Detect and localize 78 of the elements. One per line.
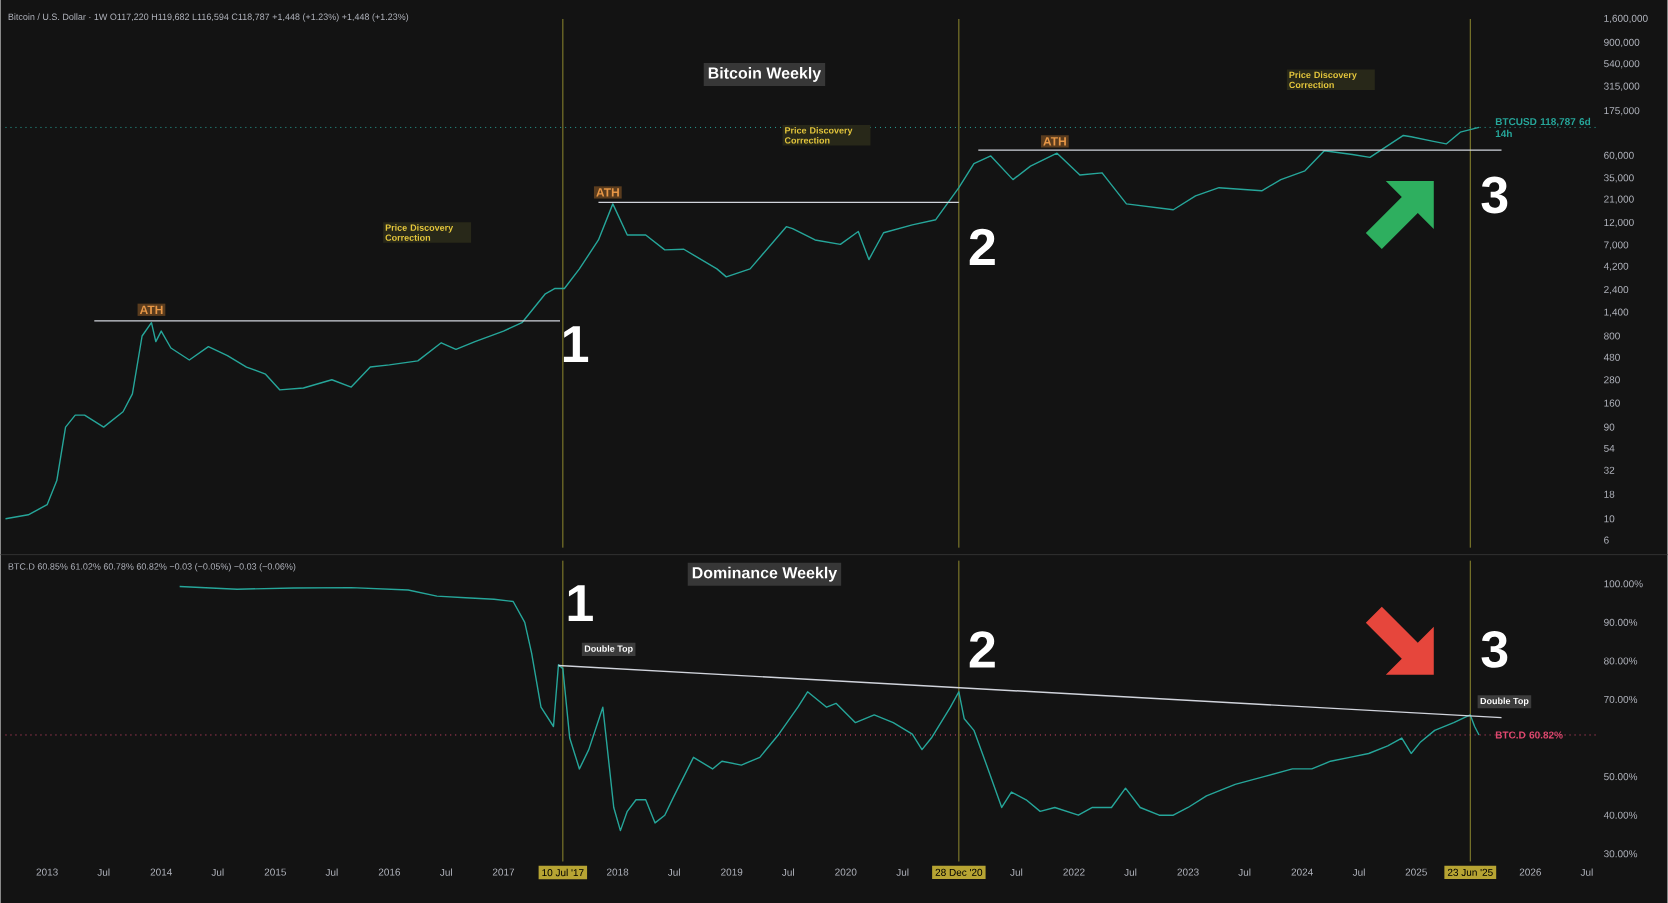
y-tick-label: 1,400 <box>1604 308 1629 317</box>
x-tick-label: Jul <box>211 868 224 876</box>
y-tick-label: 60,000 <box>1604 151 1634 160</box>
x-tick-label: Jul <box>97 868 110 876</box>
ref-line-label: BTCUSD 118,787 6d 14h <box>1495 117 1591 137</box>
chart-title: Dominance Weekly <box>692 566 838 582</box>
y-tick-label: 21,000 <box>1604 195 1634 204</box>
annotation: 1 <box>568 584 593 621</box>
annotation: 3 <box>1481 176 1508 214</box>
y-tick-label: 50.00% <box>1604 772 1638 780</box>
x-tick-label: 2015 <box>264 868 287 876</box>
y-tick-label: 70.00% <box>1604 695 1638 703</box>
ref-line-label: 28 Dec '20 <box>935 868 983 876</box>
x-tick-label: Jul <box>667 868 680 876</box>
annotation: 2 <box>969 228 995 265</box>
annotation: Double Top <box>584 644 633 654</box>
y-tick-label: 32 <box>1604 466 1615 474</box>
y-tick-label: 12,000 <box>1604 218 1634 227</box>
x-tick-label: 2018 <box>606 868 629 876</box>
y-tick-label: 2,400 <box>1604 285 1629 295</box>
x-tick-label: 2024 <box>1291 868 1313 876</box>
x-tick-label: Jul <box>896 868 909 876</box>
ref-line-label: BTC.D 60.82% <box>1495 731 1563 739</box>
y-tick-label: 315,000 <box>1604 82 1640 91</box>
annotation: Price Discovery Correction <box>385 224 454 241</box>
y-tick-label: 100.00% <box>1604 580 1643 588</box>
x-tick-label: 2025 <box>1405 868 1427 876</box>
y-tick-label: 7,000 <box>1604 241 1629 250</box>
x-tick-label: Jul <box>1010 868 1023 876</box>
x-tick-label: 2014 <box>150 868 173 876</box>
y-tick-label: 175,000 <box>1604 106 1640 116</box>
x-tick-label: Jul <box>1238 868 1251 876</box>
y-tick-label: 90.00% <box>1604 618 1638 626</box>
y-tick-label: 4,200 <box>1603 262 1629 271</box>
ref-line-label: 23 Jun '25 <box>1447 868 1493 876</box>
annotation: Double Top <box>1480 697 1529 706</box>
x-tick-label: Jul <box>440 868 452 876</box>
x-tick-label: 2023 <box>1177 868 1199 876</box>
y-tick-label: 30.00% <box>1604 849 1638 858</box>
annotation: 1 <box>563 326 589 362</box>
x-tick-label: 2020 <box>835 868 857 876</box>
y-tick-label: 54 <box>1604 444 1615 452</box>
x-tick-label: Jul <box>781 868 794 876</box>
y-tick-label: 10 <box>1604 514 1615 523</box>
y-tick-label: 40.00% <box>1603 811 1638 819</box>
x-tick-label: 2013 <box>36 868 58 876</box>
text: Bitcoin Weekly <box>708 66 822 82</box>
x-tick-label: Jul <box>1124 868 1137 876</box>
y-tick-label: 900,000 <box>1604 38 1640 47</box>
x-tick-label: 2016 <box>378 868 401 876</box>
x-tick-label: 2026 <box>1519 868 1541 876</box>
x-tick-label: 2022 <box>1063 868 1085 876</box>
y-tick-label: 90 <box>1604 423 1615 431</box>
y-tick-label: 540,000 <box>1604 59 1640 69</box>
x-tick-label: Jul <box>325 868 338 876</box>
annotation: ATH <box>139 305 163 314</box>
y-tick-label: 6 <box>1604 536 1609 544</box>
x-tick-label: 2019 <box>721 868 743 876</box>
annotation: 3 <box>1481 630 1508 668</box>
y-tick-label: 18 <box>1604 490 1615 498</box>
y-tick-label: 35,000 <box>1604 174 1634 183</box>
y-tick-label: 280 <box>1604 376 1620 384</box>
x-tick-label: 2017 <box>492 868 515 876</box>
annotation: Price Discovery Correction <box>784 126 853 144</box>
y-tick-label: 1,600,000 <box>1604 14 1648 23</box>
annotation: Price Discovery Correction <box>1289 71 1357 88</box>
chart-subtitle: Bitcoin / U.S. Dollar · 1W O117,220 H119,682 L116,594 C118,787 +1,448 (+1.23%) +1,448 (+1.23%) <box>8 13 409 22</box>
annotation: 2 <box>969 631 995 668</box>
y-tick-label: 160 <box>1604 399 1620 407</box>
annotation: ATH <box>1043 137 1066 146</box>
annotation: ATH <box>596 188 619 197</box>
y-tick-label: 480 <box>1603 353 1620 361</box>
y-tick-label: 800 <box>1604 332 1620 340</box>
x-tick-label: Jul <box>1580 868 1593 876</box>
chart-subtitle: BTC.D 60.85% 61.02% 60.78% 60.82% −0.03 (−0.05%) −0.03 (−0.06%) <box>8 562 296 572</box>
ref-line-label: 10 Jul '17 <box>542 868 584 876</box>
y-tick-label: 80.00% <box>1604 657 1638 665</box>
x-tick-label: Jul <box>1352 868 1365 876</box>
